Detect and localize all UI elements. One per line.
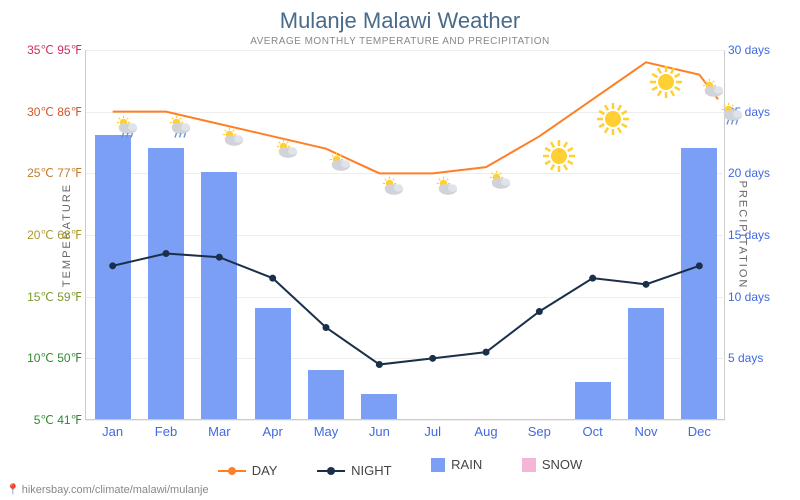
legend-day: DAY (218, 463, 278, 478)
legend-night-label: NIGHT (351, 463, 391, 478)
pin-icon: 📍 (6, 484, 20, 496)
x-tick: Jul (424, 424, 441, 439)
y-left-tick: 30℃ 86℉ (2, 105, 82, 119)
page-title: Mulanje Malawi Weather (0, 0, 800, 34)
rain-swatch (431, 458, 445, 472)
y-right-tick: 15 days (728, 228, 770, 242)
footer-url: hikersbay.com/climate/malawi/mulanje (22, 484, 209, 496)
y-left-tick: 5℃ 41℉ (2, 413, 82, 427)
x-tick: Aug (474, 424, 497, 439)
y-right-tick: 20 days (728, 166, 770, 180)
y-right-tick: 30 days (728, 43, 770, 57)
footer: 📍hikersbay.com/climate/malawi/mulanje (6, 483, 209, 496)
rain-bar (628, 308, 664, 419)
rain-bar (575, 382, 611, 419)
x-tick: Feb (155, 424, 177, 439)
y-right-tick: 5 days (728, 351, 763, 365)
rain-bar (681, 148, 717, 419)
legend-day-label: DAY (252, 463, 278, 478)
legend: DAY NIGHT RAIN SNOW (0, 457, 800, 478)
legend-snow: SNOW (522, 457, 582, 472)
y-right-tick: 10 days (728, 290, 770, 304)
x-tick: Mar (208, 424, 230, 439)
y-left-tick: 15℃ 59℉ (2, 290, 82, 304)
legend-rain-label: RAIN (451, 457, 482, 472)
rain-bar (308, 370, 344, 419)
y-left-tick: 20℃ 68℉ (2, 228, 82, 242)
climate-chart: TEMPERATURE PRECIPITATION 5℃ 41℉10℃ 50℉1… (85, 50, 725, 420)
snow-swatch (522, 458, 536, 472)
rain-bar (255, 308, 291, 419)
x-tick: Sep (528, 424, 551, 439)
x-tick: Jan (102, 424, 123, 439)
x-tick: Apr (263, 424, 283, 439)
x-tick: Oct (583, 424, 603, 439)
x-tick: May (314, 424, 339, 439)
x-tick: Nov (634, 424, 657, 439)
y-left-tick: 35℃ 95℉ (2, 43, 82, 57)
rain-bar (201, 172, 237, 419)
subtitle: AVERAGE MONTHLY TEMPERATURE AND PRECIPIT… (0, 34, 800, 47)
legend-rain: RAIN (431, 457, 482, 472)
rain-bar (148, 148, 184, 419)
x-tick: Jun (369, 424, 390, 439)
legend-night: NIGHT (317, 463, 391, 478)
rain-bar (361, 394, 397, 419)
rain-bar (95, 135, 131, 419)
x-tick: Dec (688, 424, 711, 439)
y-left-tick: 10℃ 50℉ (2, 351, 82, 365)
plot-area: 5℃ 41℉10℃ 50℉15℃ 59℉20℃ 68℉25℃ 77℉30℃ 86… (85, 50, 725, 420)
y-left-tick: 25℃ 77℉ (2, 166, 82, 180)
legend-snow-label: SNOW (542, 457, 582, 472)
